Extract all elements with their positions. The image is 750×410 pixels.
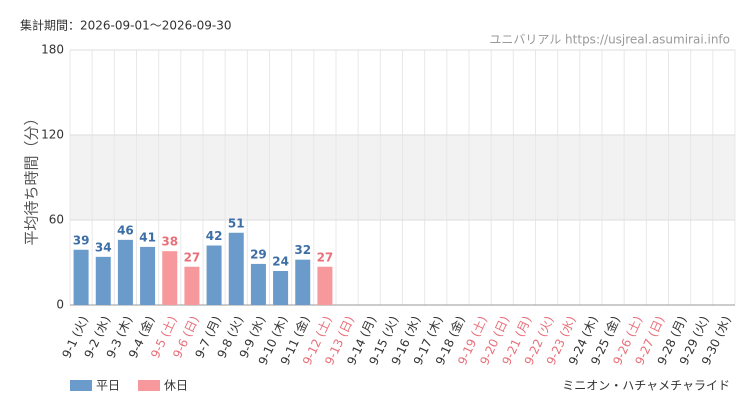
bar [206, 245, 222, 305]
bar [184, 266, 200, 305]
value-label: 39 [73, 233, 90, 247]
value-label: 51 [228, 216, 245, 230]
bar [140, 246, 156, 305]
value-label: 29 [250, 247, 267, 261]
value-label: 27 [184, 250, 201, 264]
y-axis-label: 平均待ち時間（分） [23, 110, 41, 245]
bar [295, 259, 311, 305]
bar [117, 239, 133, 305]
legend-swatch [138, 380, 160, 391]
value-label: 38 [161, 235, 178, 249]
bar [273, 271, 289, 305]
bar [162, 251, 178, 305]
bar [228, 232, 244, 305]
value-label: 42 [206, 229, 223, 243]
source: ユニバリアル https://usjreal.asumirai.info [489, 33, 730, 47]
legend-swatch [70, 380, 92, 391]
bar [317, 266, 333, 305]
bar [73, 249, 89, 305]
legend-label: 休日 [164, 379, 188, 393]
value-label: 46 [117, 223, 134, 237]
y-tick-label: 0 [56, 298, 64, 312]
y-tick-label: 60 [49, 213, 64, 227]
chart-title: 集計期間：2026-09-01～2026-09-30 [20, 18, 231, 33]
value-label: 27 [317, 250, 334, 264]
bar [250, 263, 266, 305]
value-label: 32 [294, 243, 311, 257]
value-label: 34 [95, 240, 112, 254]
footer: ミニオン・ハチャメチャライド [562, 379, 730, 393]
value-label: 24 [272, 255, 289, 269]
y-tick-label: 120 [41, 128, 64, 142]
bar [95, 256, 111, 305]
legend-label: 平日 [96, 379, 120, 393]
value-label: 41 [139, 230, 156, 244]
y-tick-label: 180 [41, 43, 64, 57]
